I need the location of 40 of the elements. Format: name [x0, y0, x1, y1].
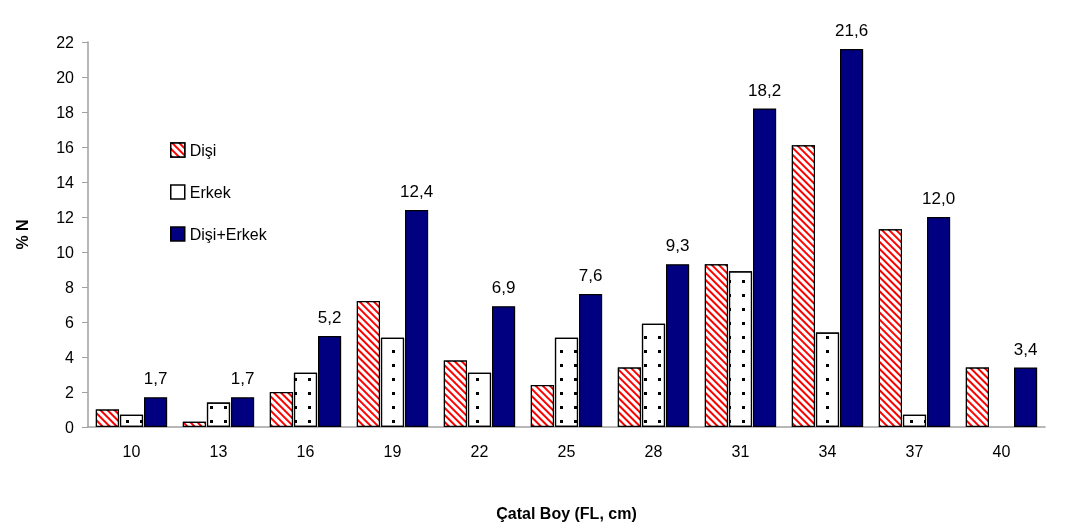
y-tick-label: 14: [56, 173, 75, 191]
y-tick-label: 16: [56, 138, 75, 156]
y-tick-label: 0: [65, 418, 75, 436]
x-tick-label: 31: [731, 442, 750, 460]
data-label: 1,7: [143, 369, 168, 389]
data-label: 18,2: [748, 80, 782, 100]
data-label: 21,6: [835, 21, 869, 40]
y-tick-label: 18: [56, 103, 75, 121]
x-axis-title: Çatal Boy (FL, cm): [496, 504, 637, 522]
y-tick-label: 10: [56, 243, 75, 261]
y-tick-label: 22: [56, 33, 75, 51]
legend-label: Dişi+Erkek: [189, 225, 268, 243]
y-tick-label: 8: [65, 278, 75, 296]
x-tick-label: 13: [209, 442, 228, 460]
data-label: 7,6: [578, 266, 603, 285]
x-tick-label: 22: [470, 442, 489, 460]
y-tick-label: 4: [65, 348, 75, 366]
y-tick-label: 2: [65, 383, 75, 401]
legend-label: Dişi: [189, 141, 217, 159]
y-tick-label: 12: [56, 208, 75, 226]
data-label: 9,3: [665, 236, 690, 256]
legend-label: Erkek: [189, 183, 232, 201]
data-label: 5,2: [317, 308, 342, 327]
data-label: 6,9: [491, 278, 516, 298]
y-axis-title: % N: [13, 219, 31, 250]
x-tick-label: 16: [296, 442, 315, 460]
x-tick-label: 28: [644, 442, 663, 460]
x-tick-label: 37: [905, 442, 924, 460]
x-tick-label: 25: [557, 442, 576, 460]
x-tick-label: 40: [992, 442, 1011, 460]
x-tick-label: 19: [383, 442, 402, 460]
x-tick-label: 34: [818, 442, 837, 460]
data-label: 1,7: [230, 369, 255, 389]
bar: [1014, 367, 1038, 427]
y-tick-label: 20: [56, 68, 75, 86]
data-label: 12,0: [922, 189, 956, 208]
data-label: 3,4: [1013, 339, 1038, 359]
y-tick-label: 6: [65, 313, 75, 331]
x-tick-label: 10: [122, 442, 141, 460]
data-label: 12,4: [400, 182, 434, 201]
